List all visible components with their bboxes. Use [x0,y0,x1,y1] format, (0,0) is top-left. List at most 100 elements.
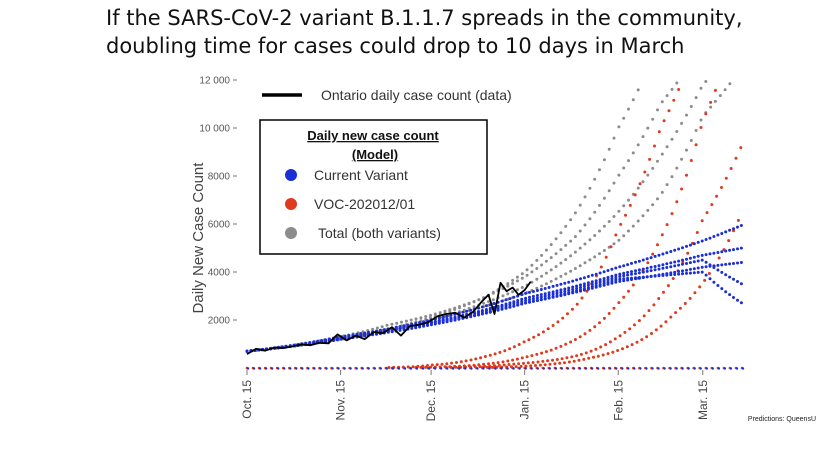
total-run0-pt [564,224,568,228]
current-run0-pt [653,265,657,268]
current-baseline-pt [699,367,702,370]
y-tick-label-10000: 10 000 [199,124,230,135]
voc-run2-pt [724,176,728,180]
total-run0-pt [530,263,534,267]
current-run4-pt [484,311,488,314]
voc-run0-pt [667,109,671,113]
voc-run1-pt [660,233,664,237]
current-run2-pt [692,267,696,271]
total-run0-pt [390,322,394,326]
current-baseline-pt [452,367,455,370]
current-run4-pt [626,276,630,280]
total-run0-pt [622,116,626,120]
voc-run2-pt [705,211,709,215]
current-run3-pt [555,291,559,295]
current-run3-pt [594,281,598,285]
total-run0-pt [506,282,510,286]
current-run1-pt [445,314,449,318]
current-baseline-pt [343,367,346,370]
current-run1-pt [634,260,637,264]
voc-run0-pt [440,362,444,366]
current-run1-pt [677,247,681,251]
current-baseline-pt [693,367,696,370]
voc-run1-pt [675,200,679,204]
voc-run1-pt [598,321,601,325]
voc-run1-pt [544,350,548,354]
voc-run2-pt [608,340,612,344]
voc-run2-pt [555,358,559,361]
voc-run1-pt [583,332,587,336]
voc-run2-pt [671,277,675,280]
current-run4-pt [700,270,704,274]
current-run1-pt [531,290,535,293]
voc-run1-pt [713,88,717,92]
current-baseline-pt [524,367,527,370]
current-run3-pt [512,302,516,306]
current-baseline-pt [295,367,298,370]
current-run0-pt [712,251,716,255]
voc-run2-pt [623,330,627,334]
voc-run3-pt [572,359,576,363]
current-run1-pt [653,254,657,258]
total-run1-pt [506,284,510,288]
current-run3-pt [524,299,528,303]
voc-run2-pt [729,167,733,170]
current-run4-pt [245,349,249,353]
axes: 2000 4000 6000 8000 10 000 12 000 Oct. 15 Nov. … [199,76,709,422]
total-run1-pt [525,273,529,277]
voc-run2-pt [700,219,704,223]
voc-run0-pt [541,330,545,334]
current-run1-pt [469,308,473,312]
current-run1-pt [579,277,582,281]
total-run3-pt [598,252,601,256]
current-baseline-pt [307,367,310,370]
voc-run2-pt [565,356,569,360]
voc-run1-pt [535,352,539,356]
current-run4-pt [363,334,367,338]
current-run1-pt [637,259,641,263]
current-run4-pt [469,314,473,318]
voc-run0-pt [435,363,439,367]
total-run0-pt [588,186,592,190]
current-run3-pt [508,303,512,307]
current-run0-pt [681,258,684,262]
voc-run0-pt [561,316,565,320]
current-run4-pt [543,297,547,301]
total-run2-pt [564,258,568,262]
current-baseline-pt [349,367,352,370]
total-run3-pt [569,269,573,273]
current-run4-pt [508,305,512,309]
voc-run0-pt [445,362,449,366]
current-baseline-pt [494,367,497,370]
total-run3-pt [656,197,659,201]
current-run3-pt [571,287,575,291]
voc-run1-pt [670,212,674,216]
current-run4-pt [433,321,437,325]
current-run4-pt [657,274,661,278]
current-run4-pt [630,276,633,280]
current-run1-pt [500,299,504,303]
current-run1-pt [575,278,579,282]
current-run3-pt [586,283,590,287]
total-run3-pt [718,94,722,98]
total-run1-pt [573,235,577,239]
current-run1-pt [571,279,575,283]
voc-run3-pt [659,324,663,328]
total-run3-pt [544,282,548,286]
voc-run3-pt [543,363,547,367]
total-run2-pt [636,186,640,190]
total-run0-pt [385,323,389,327]
current-run0-pt [724,249,728,253]
current-run1-pt [700,239,704,243]
current-run1-pt [692,242,696,246]
current-run3-pt [622,274,626,278]
current-run3-pt [692,260,696,264]
voc-run3-pt [548,362,552,366]
current-run3-pt [688,261,692,265]
voc-run0-pt [648,157,652,161]
current-run3-pt [547,293,551,297]
current-run4-pt [555,294,559,298]
voc-run3-pt [732,229,735,233]
voc-run2-pt [541,359,545,363]
current-run0-pt [634,269,637,273]
